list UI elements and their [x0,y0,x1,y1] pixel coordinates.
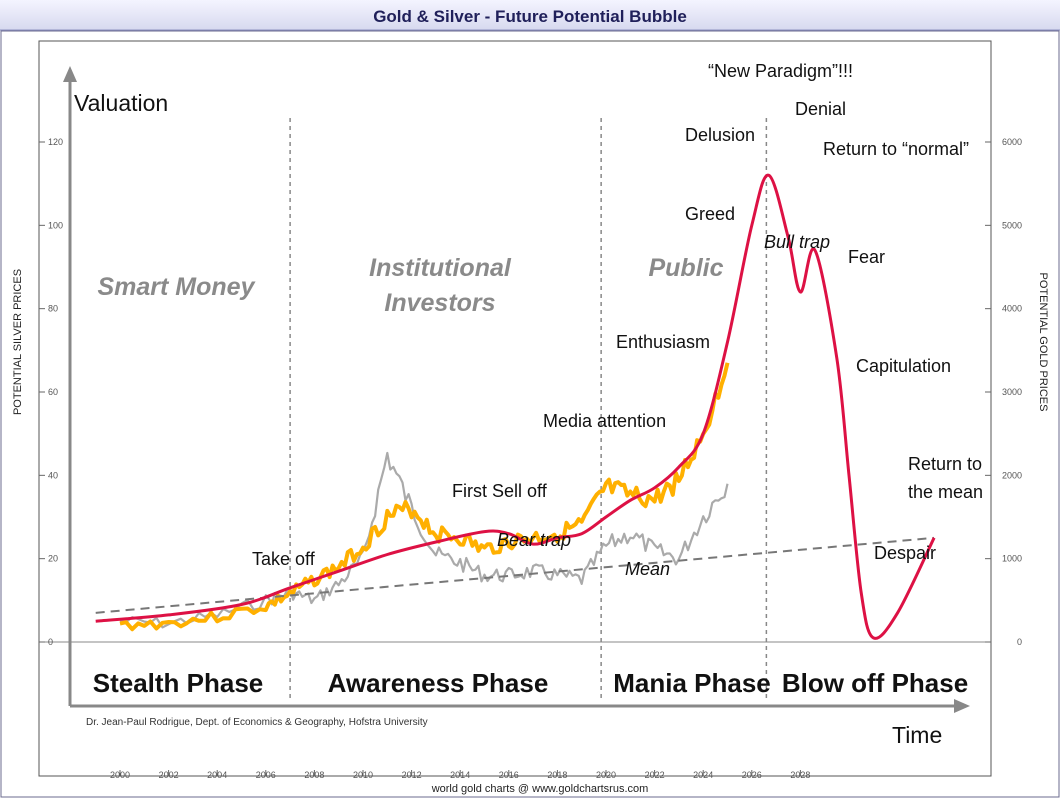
stage-bear-trap: Bear trap [497,530,571,550]
bubble-curve [95,173,936,640]
x-tick-label: 2020 [596,770,616,780]
left-tick-label: 120 [48,137,63,147]
x-tick-label: 2022 [645,770,665,780]
stage-fear: Fear [848,247,885,267]
stage-media-attention: Media attention [543,411,666,431]
left-tick-label: 0 [48,637,53,647]
stage-delusion: Delusion [685,125,755,145]
left-tick-label: 100 [48,220,63,230]
stage-greed: Greed [685,204,735,224]
x-tick-label: 2026 [742,770,762,780]
x-tick-label: 2028 [790,770,810,780]
left-tick-label: 40 [48,470,58,480]
right-tick-label: 3000 [1002,387,1022,397]
stage-take-off: Take off [252,549,316,569]
stage-enthusiasm: Enthusiasm [616,332,710,352]
x-axis-ticks: 2000 2002 2004 2006 2008 2010 2012 2014 2016 2018… [110,770,810,780]
x-tick-label: 2010 [353,770,373,780]
left-tick-label: 80 [48,304,58,314]
left-tick-label: 60 [48,387,58,397]
stage-return-to: Return to [908,454,982,474]
x-tick-label: 2004 [207,770,227,780]
right-tick-label: 6000 [1002,137,1022,147]
right-axis-label: POTENTIAL GOLD PRICES [1037,273,1049,412]
x-tick-label: 2024 [693,770,713,780]
x-tick-label: 2000 [110,770,130,780]
stage-return-to-normal: Return to “normal” [823,139,969,159]
right-tick-label: 2000 [1002,470,1022,480]
stage-first-sell-off: First Sell off [452,481,548,501]
title-bar [0,0,1060,30]
stage-denial: Denial [795,99,846,119]
phase-blow-off: Blow off Phase [782,668,968,698]
phase-mania: Mania Phase [613,668,771,698]
public-label: Public [648,254,723,282]
author-credit: Dr. Jean-Paul Rodrigue, Dept. of Economi… [86,717,428,728]
x-tick-label: 2016 [499,770,519,780]
x-tick-label: 2002 [159,770,179,780]
left-axis-ticks: 0 20 40 60 80 100 120 [39,137,63,647]
x-tick-label: 2008 [304,770,324,780]
right-tick-label: 4000 [1002,304,1022,314]
valuation-label: Valuation [74,90,168,116]
phase-dividers [289,118,768,700]
outer-frame [0,30,1060,798]
right-axis-ticks: 0 1000 2000 3000 4000 5000 6000 [985,137,1022,647]
investors-label: Investors [384,289,495,317]
right-tick-label: 5000 [1002,220,1022,230]
left-tick-label: 20 [48,554,58,564]
x-tick-label: 2014 [450,770,470,780]
stage-the-mean: the mean [908,482,983,502]
source-credit: world gold charts @ www.goldchartsrus.co… [431,783,649,795]
phase-stealth: Stealth Phase [93,668,264,698]
x-tick-label: 2018 [547,770,567,780]
phase-awareness: Awareness Phase [328,668,549,698]
time-label: Time [892,722,942,748]
left-axis-label: POTENTIAL SILVER PRICES [12,269,24,415]
time-arrow-icon [954,699,970,713]
right-tick-label: 1000 [1002,554,1022,564]
stage-bull-trap: Bull trap [764,232,830,252]
x-tick-label: 2012 [402,770,422,780]
smart-money-label: Smart Money [98,273,256,301]
stage-mean: Mean [625,559,670,579]
chart-title: Gold & Silver - Future Potential Bubble [373,7,687,26]
right-tick-label: 0 [1017,637,1022,647]
plot-area [38,40,992,777]
valuation-arrow-icon [63,66,77,82]
stage-new-paradigm: “New Paradigm”!!! [708,61,853,81]
x-tick-label: 2006 [256,770,276,780]
institutional-label: Institutional [369,254,512,282]
stage-capitulation: Capitulation [856,356,951,376]
mean-line [95,536,935,614]
stage-despair: Despair [874,543,936,563]
